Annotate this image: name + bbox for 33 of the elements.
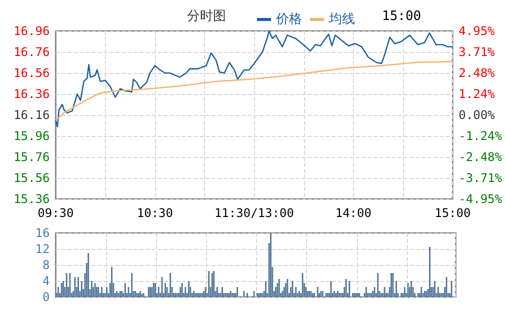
y2-tick-label: -3.71%: [458, 170, 503, 185]
y-tick-label: 15.56: [14, 171, 50, 185]
y2-tick-label: -2.48%: [458, 150, 503, 164]
y2-tick-label: 1.24%: [458, 86, 496, 101]
y-tick-label: 8: [42, 258, 50, 272]
y2-tick-label: 3.71%: [458, 45, 496, 60]
y-tick-label: 15.76: [14, 150, 50, 164]
y-tick-label: 16.16: [14, 108, 50, 122]
y-tick-label: 16.96: [14, 24, 50, 38]
y-tick-label: 0: [42, 290, 50, 304]
y2-tick-label: 4.95%: [458, 24, 496, 38]
y-tick-label: 12: [35, 242, 50, 256]
y-tick-label: 4: [42, 274, 50, 288]
x-tick-label: 11:30/13:00: [214, 206, 294, 220]
y-tick-label: 15.36: [14, 192, 50, 206]
y-tick-label: 16.56: [14, 66, 50, 80]
x-tick-label: 15:00: [434, 206, 471, 220]
chart-title: 分时图: [187, 9, 226, 24]
y-tick-label: 16.76: [14, 45, 50, 59]
legend-label: 价格: [275, 12, 302, 27]
y2-tick-label: 0.00%: [458, 108, 496, 122]
legend-label: 均线: [328, 12, 355, 27]
y-tick-label: 16.36: [14, 87, 50, 101]
x-tick-label: 10:30: [136, 206, 173, 220]
y-tick-label: 16: [35, 226, 50, 240]
y2-tick-label: -4.95%: [458, 192, 503, 206]
y2-tick-label: 2.48%: [458, 66, 496, 80]
line-series: [55, 60, 454, 121]
y2-tick-label: -1.24%: [458, 129, 503, 144]
y-tick-label: 15.96: [14, 129, 50, 143]
x-tick-label: 09:30: [38, 206, 74, 220]
x-tick-label: 14:00: [335, 206, 372, 220]
text: 15:00: [382, 9, 422, 24]
